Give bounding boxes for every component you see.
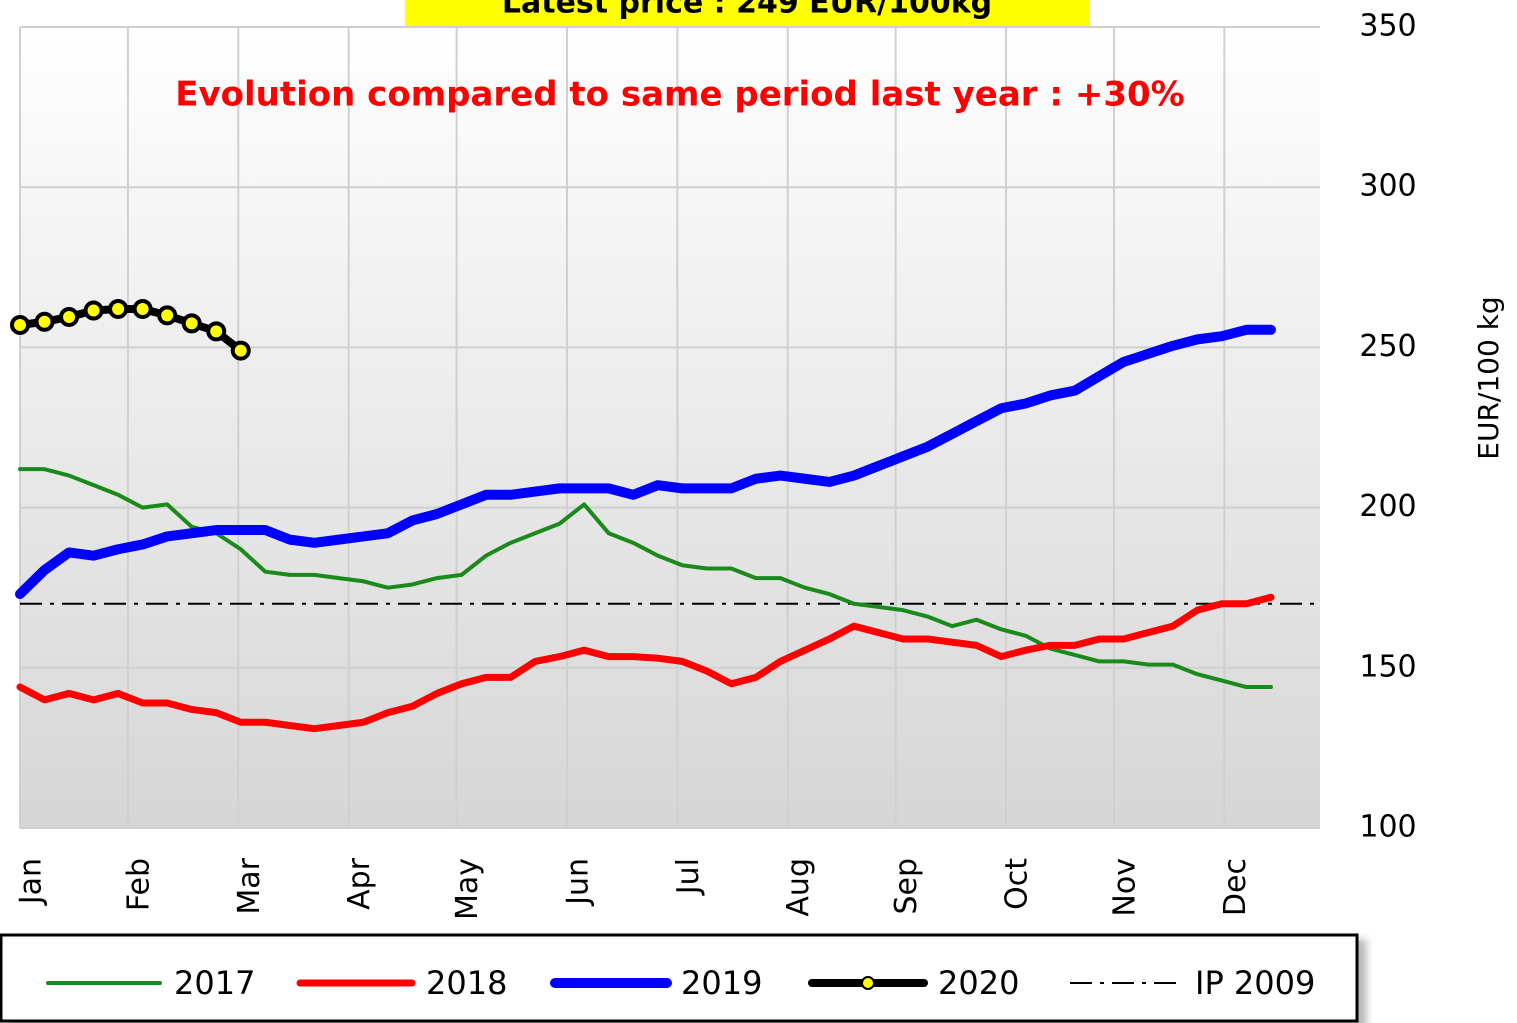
y-tick-label: 300 <box>1359 169 1416 204</box>
x-tick-label: May <box>450 858 485 920</box>
x-tick-label: Feb <box>121 858 156 911</box>
y-tick-label: 250 <box>1359 329 1416 364</box>
x-tick-label: Apr <box>342 857 377 910</box>
y-tick-label: 100 <box>1359 810 1416 845</box>
plot-area <box>20 27 1320 828</box>
marker <box>206 321 227 342</box>
y-tick-label: 150 <box>1359 649 1416 684</box>
x-tick-label: Jul <box>671 858 706 896</box>
x-tick-label: Nov <box>1107 858 1142 917</box>
x-tick-label: Aug <box>781 858 816 917</box>
marker <box>108 298 129 319</box>
chart-title: Latest price : 249 EUR/100kg <box>502 0 992 21</box>
legend <box>0 933 1359 1023</box>
x-tick-label: Dec <box>1218 858 1253 916</box>
x-tick-label: Oct <box>1000 858 1035 910</box>
marker <box>157 305 178 326</box>
y-tick-label: 350 <box>1359 9 1416 44</box>
legend-label: 2020 <box>938 964 1019 1002</box>
x-tick-label: Mar <box>232 857 267 914</box>
series-line <box>16 304 245 355</box>
legend-marker <box>861 976 875 990</box>
series-line <box>15 324 1276 600</box>
legend-label: IP 2009 <box>1195 964 1315 1002</box>
x-tick-label: Jan <box>14 858 49 906</box>
marker <box>83 300 104 321</box>
y-axis-label: EUR/100 kg <box>1472 296 1505 459</box>
marker <box>10 314 30 335</box>
marker <box>59 306 80 327</box>
marker <box>181 313 202 334</box>
series-line <box>18 467 1273 690</box>
series-line <box>16 593 1275 733</box>
title-box <box>405 0 1090 26</box>
x-tick-label: Jun <box>560 858 595 907</box>
legend-label: 2019 <box>681 964 762 1002</box>
y-tick-label: 200 <box>1359 489 1416 524</box>
marker <box>132 298 153 319</box>
legend-label: 2017 <box>174 964 255 1002</box>
annotation: Evolution compared to same period last y… <box>175 75 1184 115</box>
marker <box>230 340 251 361</box>
x-tick-label: Sep <box>889 858 924 915</box>
legend-label: 2018 <box>426 964 507 1002</box>
marker <box>34 311 55 332</box>
